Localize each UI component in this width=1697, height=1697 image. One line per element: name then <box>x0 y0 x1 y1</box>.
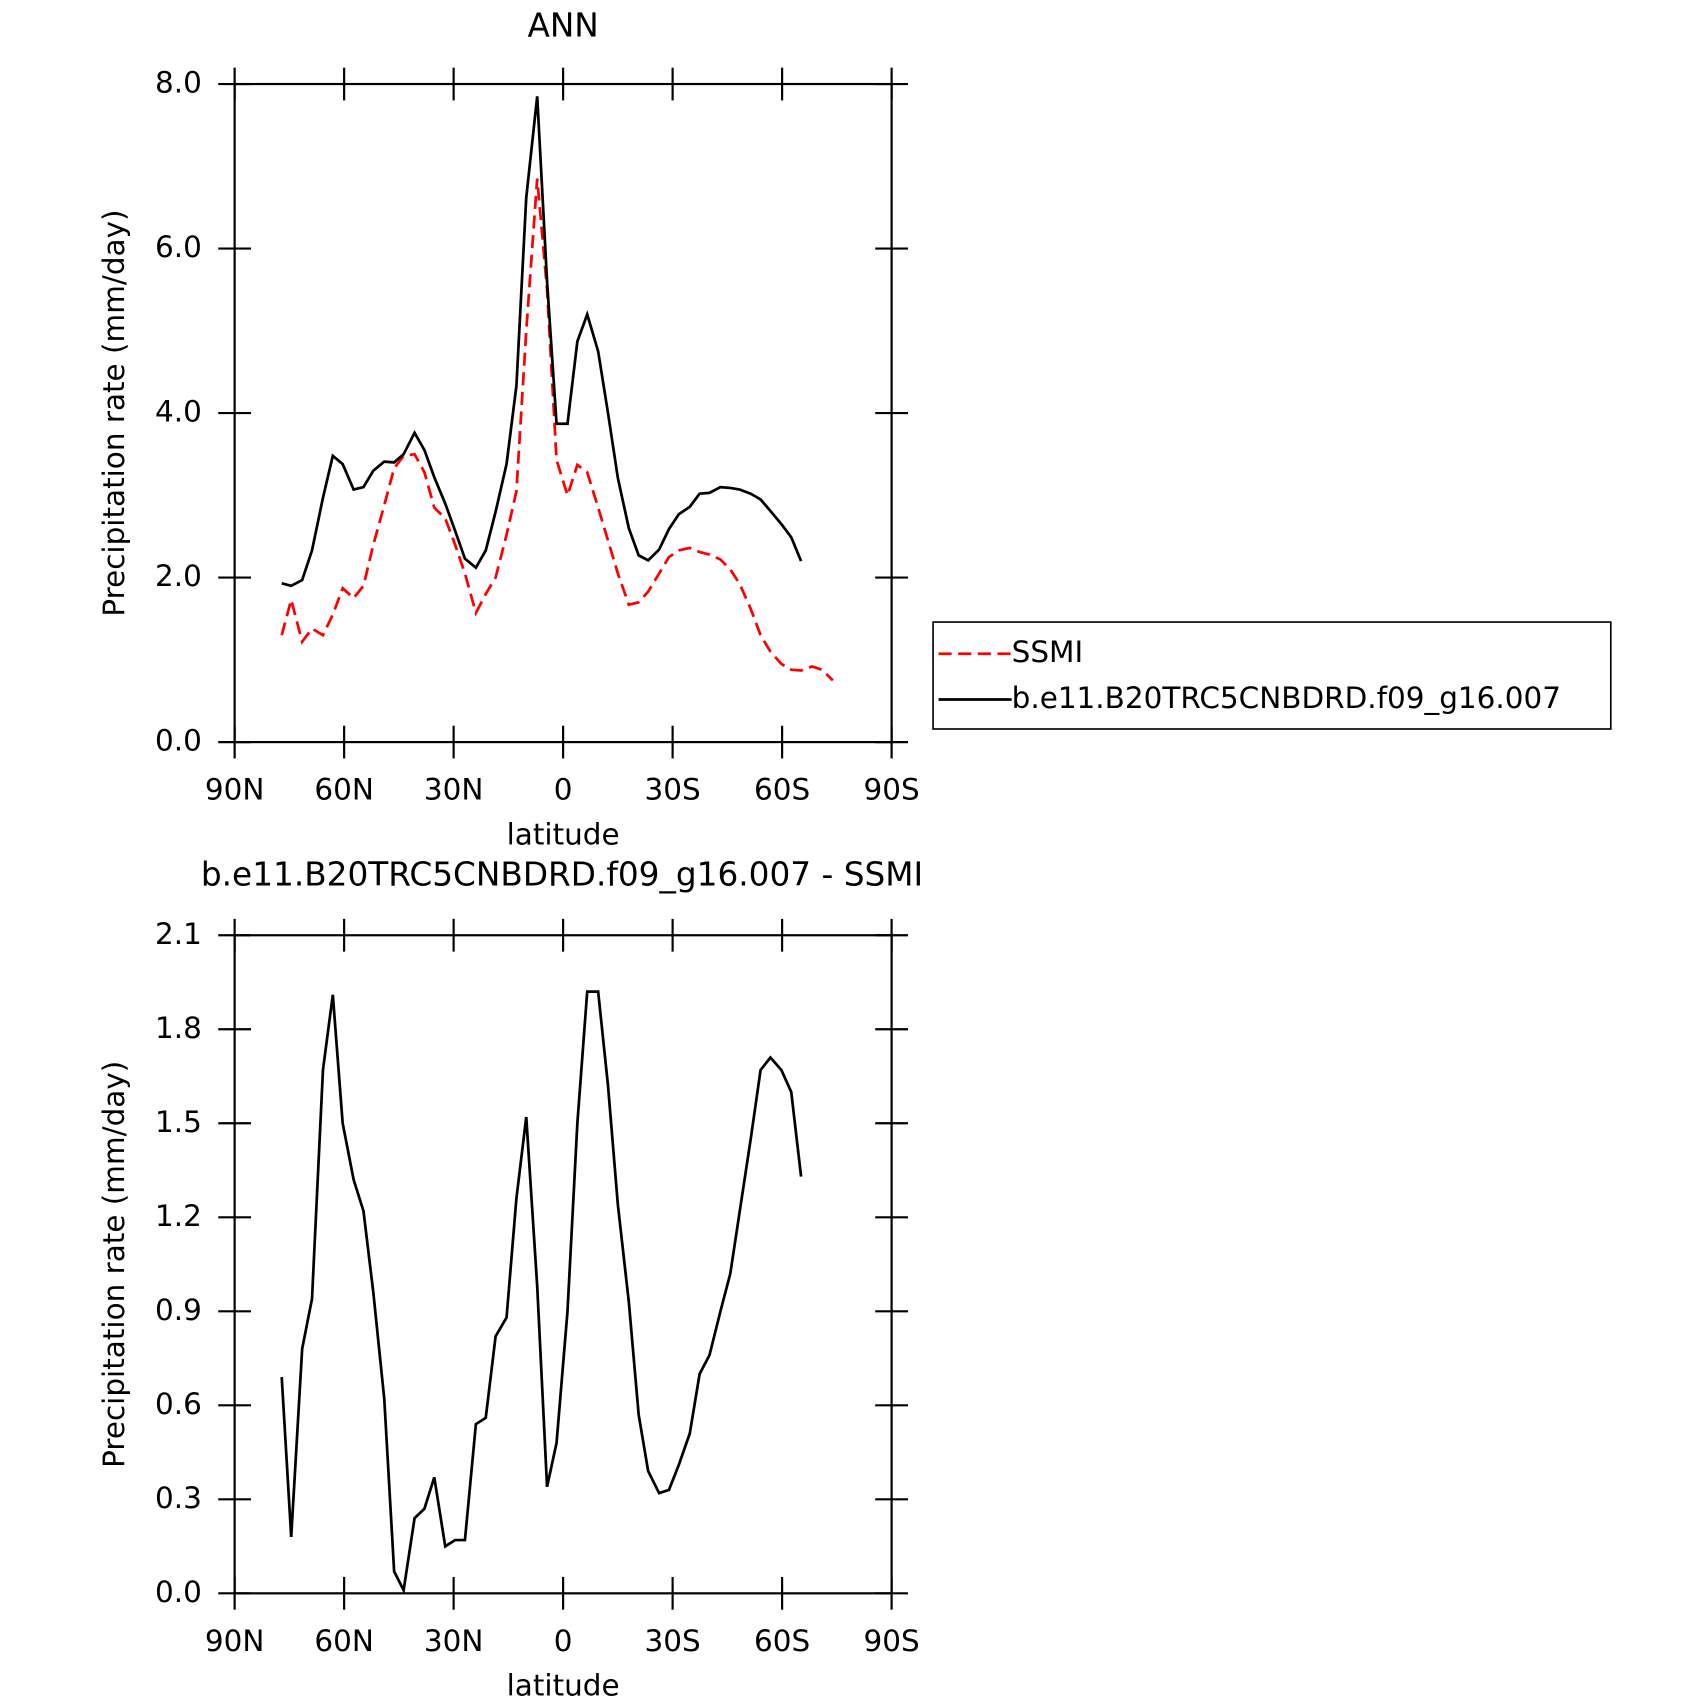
x-tick-label: 60S <box>754 773 810 807</box>
y-tick-label: 0.9 <box>155 1293 202 1327</box>
y-tick-label: 2.0 <box>155 559 202 593</box>
y-tick-label: 2.1 <box>155 917 202 951</box>
y-tick-label: 0.0 <box>155 724 202 758</box>
y-tick-label: 1.5 <box>155 1105 202 1139</box>
x-axis-label: latitude <box>507 817 620 851</box>
plot-frame <box>233 82 893 744</box>
series-line <box>280 178 834 682</box>
chart-title: b.e11.B20TRC5CNBDRD.f09_g16.007 - SSMI <box>201 855 923 893</box>
x-tick-label: 0 <box>554 1624 573 1658</box>
legend-box <box>932 621 1612 730</box>
y-tick-label: 1.8 <box>155 1011 202 1045</box>
x-tick-label: 60S <box>754 1624 810 1658</box>
chart-title: ANN <box>527 6 598 44</box>
plot-frame <box>233 934 893 1595</box>
x-tick-label: 30S <box>645 1624 701 1658</box>
x-tick-label: 90N <box>205 1624 265 1658</box>
x-tick-label: 90S <box>864 1624 920 1658</box>
x-tick-label: 90S <box>864 773 920 807</box>
x-tick-label: 30N <box>424 1624 484 1658</box>
y-axis-label: Precipitation rate (mm/day) <box>97 1061 131 1468</box>
series-line <box>281 96 803 588</box>
x-tick-label: 30S <box>645 773 701 807</box>
legend-label: SSMI <box>1012 635 1084 669</box>
y-tick-label: 8.0 <box>155 66 202 100</box>
x-tick-label: 90N <box>205 773 265 807</box>
y-tick-label: 1.2 <box>155 1199 202 1233</box>
legend-label: b.e11.B20TRC5CNBDRD.f09_g16.007 <box>1012 681 1561 715</box>
y-tick-label: 0.0 <box>155 1575 202 1609</box>
x-tick-label: 30N <box>424 773 484 807</box>
y-tick-label: 4.0 <box>155 395 202 429</box>
x-tick-label: 60N <box>314 1624 374 1658</box>
y-axis-label: Precipitation rate (mm/day) <box>97 210 131 617</box>
y-tick-label: 0.6 <box>155 1387 202 1421</box>
x-axis-label: latitude <box>507 1669 620 1697</box>
series-line <box>280 990 803 1595</box>
y-tick-label: 0.3 <box>155 1481 202 1515</box>
y-tick-label: 6.0 <box>155 230 202 264</box>
legend: SSMI b.e11.B20TRC5CNBDRD.f09_g16.007 <box>932 621 1612 730</box>
x-tick-label: 60N <box>314 773 374 807</box>
x-tick-label: 0 <box>554 773 573 807</box>
